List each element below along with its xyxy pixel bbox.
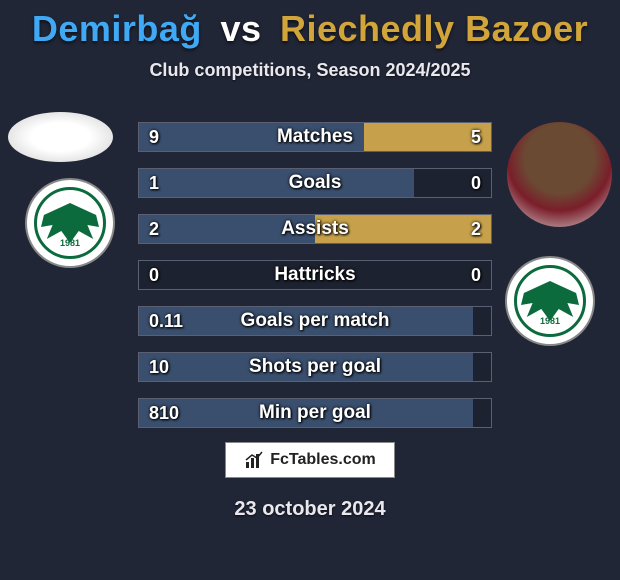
player1-avatar — [8, 112, 113, 162]
right-value: 5 — [461, 123, 491, 151]
metric-row: 9Matches5 — [138, 122, 492, 152]
brand-badge: FcTables.com — [225, 442, 395, 478]
player1-club-crest: 1981 — [25, 178, 115, 268]
crest-year-left: 1981 — [60, 238, 80, 248]
chart-icon — [244, 450, 264, 470]
right-value: 0 — [461, 261, 491, 289]
metric-label: Matches — [139, 123, 491, 151]
crest-year-right: 1981 — [540, 316, 560, 326]
comparison-title: Demirbağ vs Riechedly Bazoer — [0, 0, 620, 50]
metric-label: Goals per match — [139, 307, 491, 335]
vs-label: vs — [220, 8, 261, 49]
metric-row: 1Goals0 — [138, 168, 492, 198]
metric-label: Goals — [139, 169, 491, 197]
right-value: 0 — [461, 169, 491, 197]
subtitle: Club competitions, Season 2024/2025 — [0, 60, 620, 81]
eagle-icon — [41, 203, 99, 243]
metric-row: 10Shots per goal — [138, 352, 492, 382]
player1-name: Demirbağ — [32, 8, 202, 49]
right-value — [471, 399, 491, 427]
player2-avatar — [507, 122, 612, 227]
player2-name: Riechedly Bazoer — [280, 8, 588, 49]
right-value — [471, 307, 491, 335]
eagle-icon — [521, 281, 579, 321]
metric-label: Hattricks — [139, 261, 491, 289]
right-value: 2 — [461, 215, 491, 243]
metric-label: Min per goal — [139, 399, 491, 427]
player2-club-crest: 1981 — [505, 256, 595, 346]
date-label: 23 october 2024 — [0, 498, 620, 521]
metrics-bars: 9Matches51Goals02Assists20Hattricks00.11… — [138, 122, 492, 444]
right-value — [471, 353, 491, 381]
metric-row: 2Assists2 — [138, 214, 492, 244]
brand-text: FcTables.com — [270, 451, 376, 469]
metric-label: Shots per goal — [139, 353, 491, 381]
metric-row: 810Min per goal — [138, 398, 492, 428]
metric-label: Assists — [139, 215, 491, 243]
metric-row: 0Hattricks0 — [138, 260, 492, 290]
metric-row: 0.11Goals per match — [138, 306, 492, 336]
